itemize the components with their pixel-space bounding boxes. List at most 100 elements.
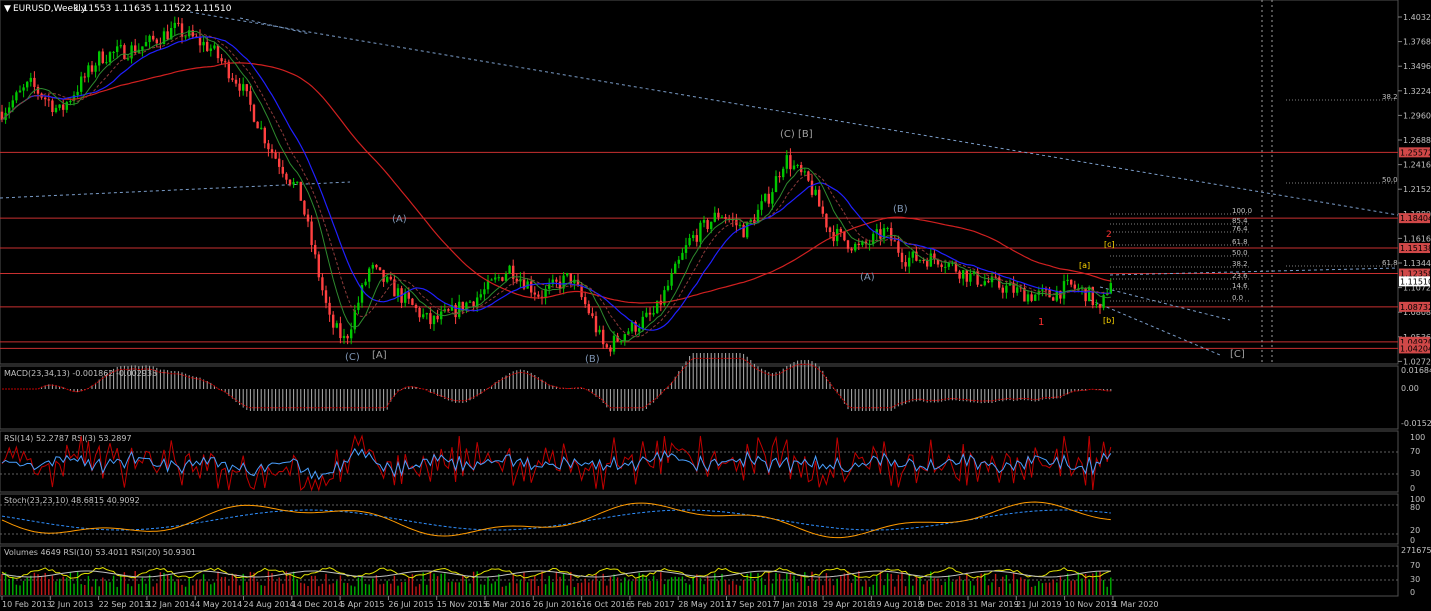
candle-body: [414, 304, 418, 309]
candle-body: [1008, 283, 1012, 286]
candle-body: [285, 173, 288, 180]
candle-body: [695, 235, 698, 242]
candle-body: [245, 84, 248, 92]
ma-dashed: [1, 33, 1111, 338]
candle-body: [1034, 294, 1037, 301]
candle-body: [54, 107, 58, 113]
candle-body: [900, 252, 904, 263]
candle-body: [378, 267, 382, 270]
candle-body: [908, 257, 911, 267]
candle-body: [983, 281, 986, 286]
candle-body: [706, 220, 709, 229]
rsi-label: RSI(14) 52.2787 RSI(3) 53.2897: [4, 434, 132, 443]
candle-body: [299, 181, 302, 201]
candle-body: [656, 300, 659, 314]
stoch-tick: 80: [1410, 503, 1420, 512]
candle-body: [1037, 290, 1040, 295]
candle-body: [648, 312, 652, 315]
candle-body: [227, 61, 230, 79]
candle-body: [353, 310, 356, 330]
price-tick-label: 1.21520: [1403, 185, 1431, 194]
price-tick-label: 1.16160: [1403, 234, 1431, 243]
candle-body: [173, 22, 176, 29]
moving-averages: [1, 30, 1111, 342]
time-label: 14 Dec 2014: [292, 600, 343, 609]
candle-body: [425, 313, 428, 315]
rsi3-line: [1, 434, 1112, 492]
macd-label: MACD(23,34,13) -0.001862 -0.002933: [4, 369, 157, 378]
stochastic-window[interactable]: Stoch(23,23,10) 48.6815 40.9092 100 80 2…: [0, 493, 1425, 545]
candle-body: [202, 41, 205, 46]
candle-body: [598, 329, 601, 333]
candle-body: [785, 155, 788, 169]
candle-body: [872, 233, 875, 244]
candle-body: [134, 45, 137, 53]
macd-window[interactable]: MACD(23,34,13) -0.001862 -0.002933 0.016…: [0, 353, 1431, 430]
candle-body: [468, 301, 472, 303]
candle-body: [944, 266, 947, 268]
time-label: 10 Feb 2013: [2, 600, 52, 609]
window-menu-icon[interactable]: ▼: [4, 4, 11, 14]
price-tick-label: 1.26880: [1403, 136, 1431, 145]
candle-body: [623, 334, 626, 342]
time-label: 5 Apr 2015: [340, 600, 384, 609]
candle-body: [782, 168, 785, 178]
fib-label: 61.8: [1382, 259, 1398, 267]
price-tag: [1399, 301, 1430, 312]
candle-body: [634, 322, 637, 332]
price-tag-label: 1.18404: [1400, 214, 1431, 223]
price-tag: [1399, 343, 1430, 354]
wave-label: (C): [345, 352, 360, 363]
candle-body: [980, 284, 983, 286]
candle-body: [112, 51, 115, 53]
candle-body: [569, 273, 572, 284]
wave-label: [C]: [1230, 349, 1245, 360]
candle-body: [94, 65, 97, 72]
time-label: 5 Feb 2017: [630, 600, 675, 609]
candle-body: [915, 251, 918, 261]
main-price-window[interactable]: ▼ EURUSD,Weekly 1.11553 1.11635 1.11522 …: [0, 0, 1431, 366]
candle-body: [479, 294, 482, 298]
candle-body: [926, 260, 929, 267]
time-label: 24 Aug 2014: [244, 600, 295, 609]
wave-label: (B): [585, 354, 600, 365]
volumes-window[interactable]: Volumes 4649 RSI(10) 53.4011 RSI(20) 50.…: [0, 545, 1431, 597]
candle-body: [1070, 279, 1073, 285]
candle-body: [670, 273, 673, 286]
candle-body: [555, 279, 558, 282]
candle-body: [476, 297, 479, 307]
macd-signal: [2, 357, 1111, 409]
time-label: 29 Apr 2018: [823, 600, 872, 609]
candle-body: [666, 285, 670, 291]
candle-body: [688, 238, 691, 246]
candle-body: [389, 276, 392, 280]
wave-label: (C) [B]: [780, 129, 813, 140]
trend-line: [1099, 286, 1231, 321]
candle-body: [8, 107, 11, 113]
time-label: 2 Jun 2013: [50, 600, 93, 609]
wave-label: [A]: [372, 350, 387, 361]
candle-body: [1026, 294, 1030, 302]
candle-body: [890, 228, 893, 241]
candle-body: [170, 28, 173, 40]
candle-body: [350, 329, 353, 339]
vol-rsi20: [1, 570, 1111, 578]
candle-body: [778, 176, 781, 178]
candle-body: [573, 279, 576, 284]
candle-body: [857, 243, 860, 246]
candle-body: [587, 304, 590, 314]
vol-rsi10: [1, 567, 1111, 579]
time-label: 26 Jul 2015: [388, 600, 433, 609]
time-label: 22 Sep 2013: [99, 600, 150, 609]
price-axis[interactable]: 1.40320 1.37680 1.34960 1.32240 1.29600 1.268…: [1398, 13, 1431, 366]
candle-body: [839, 228, 842, 232]
candle-body: [1044, 289, 1048, 291]
candle-body: [234, 79, 238, 84]
ma-mid: [1, 36, 1111, 331]
candle-body: [936, 259, 940, 265]
price-tick-label: 1.08080: [1403, 308, 1431, 317]
candle-body: [404, 292, 407, 303]
rsi-window[interactable]: RSI(14) 52.2787 RSI(3) 53.2897 100 70 30…: [0, 430, 1425, 493]
